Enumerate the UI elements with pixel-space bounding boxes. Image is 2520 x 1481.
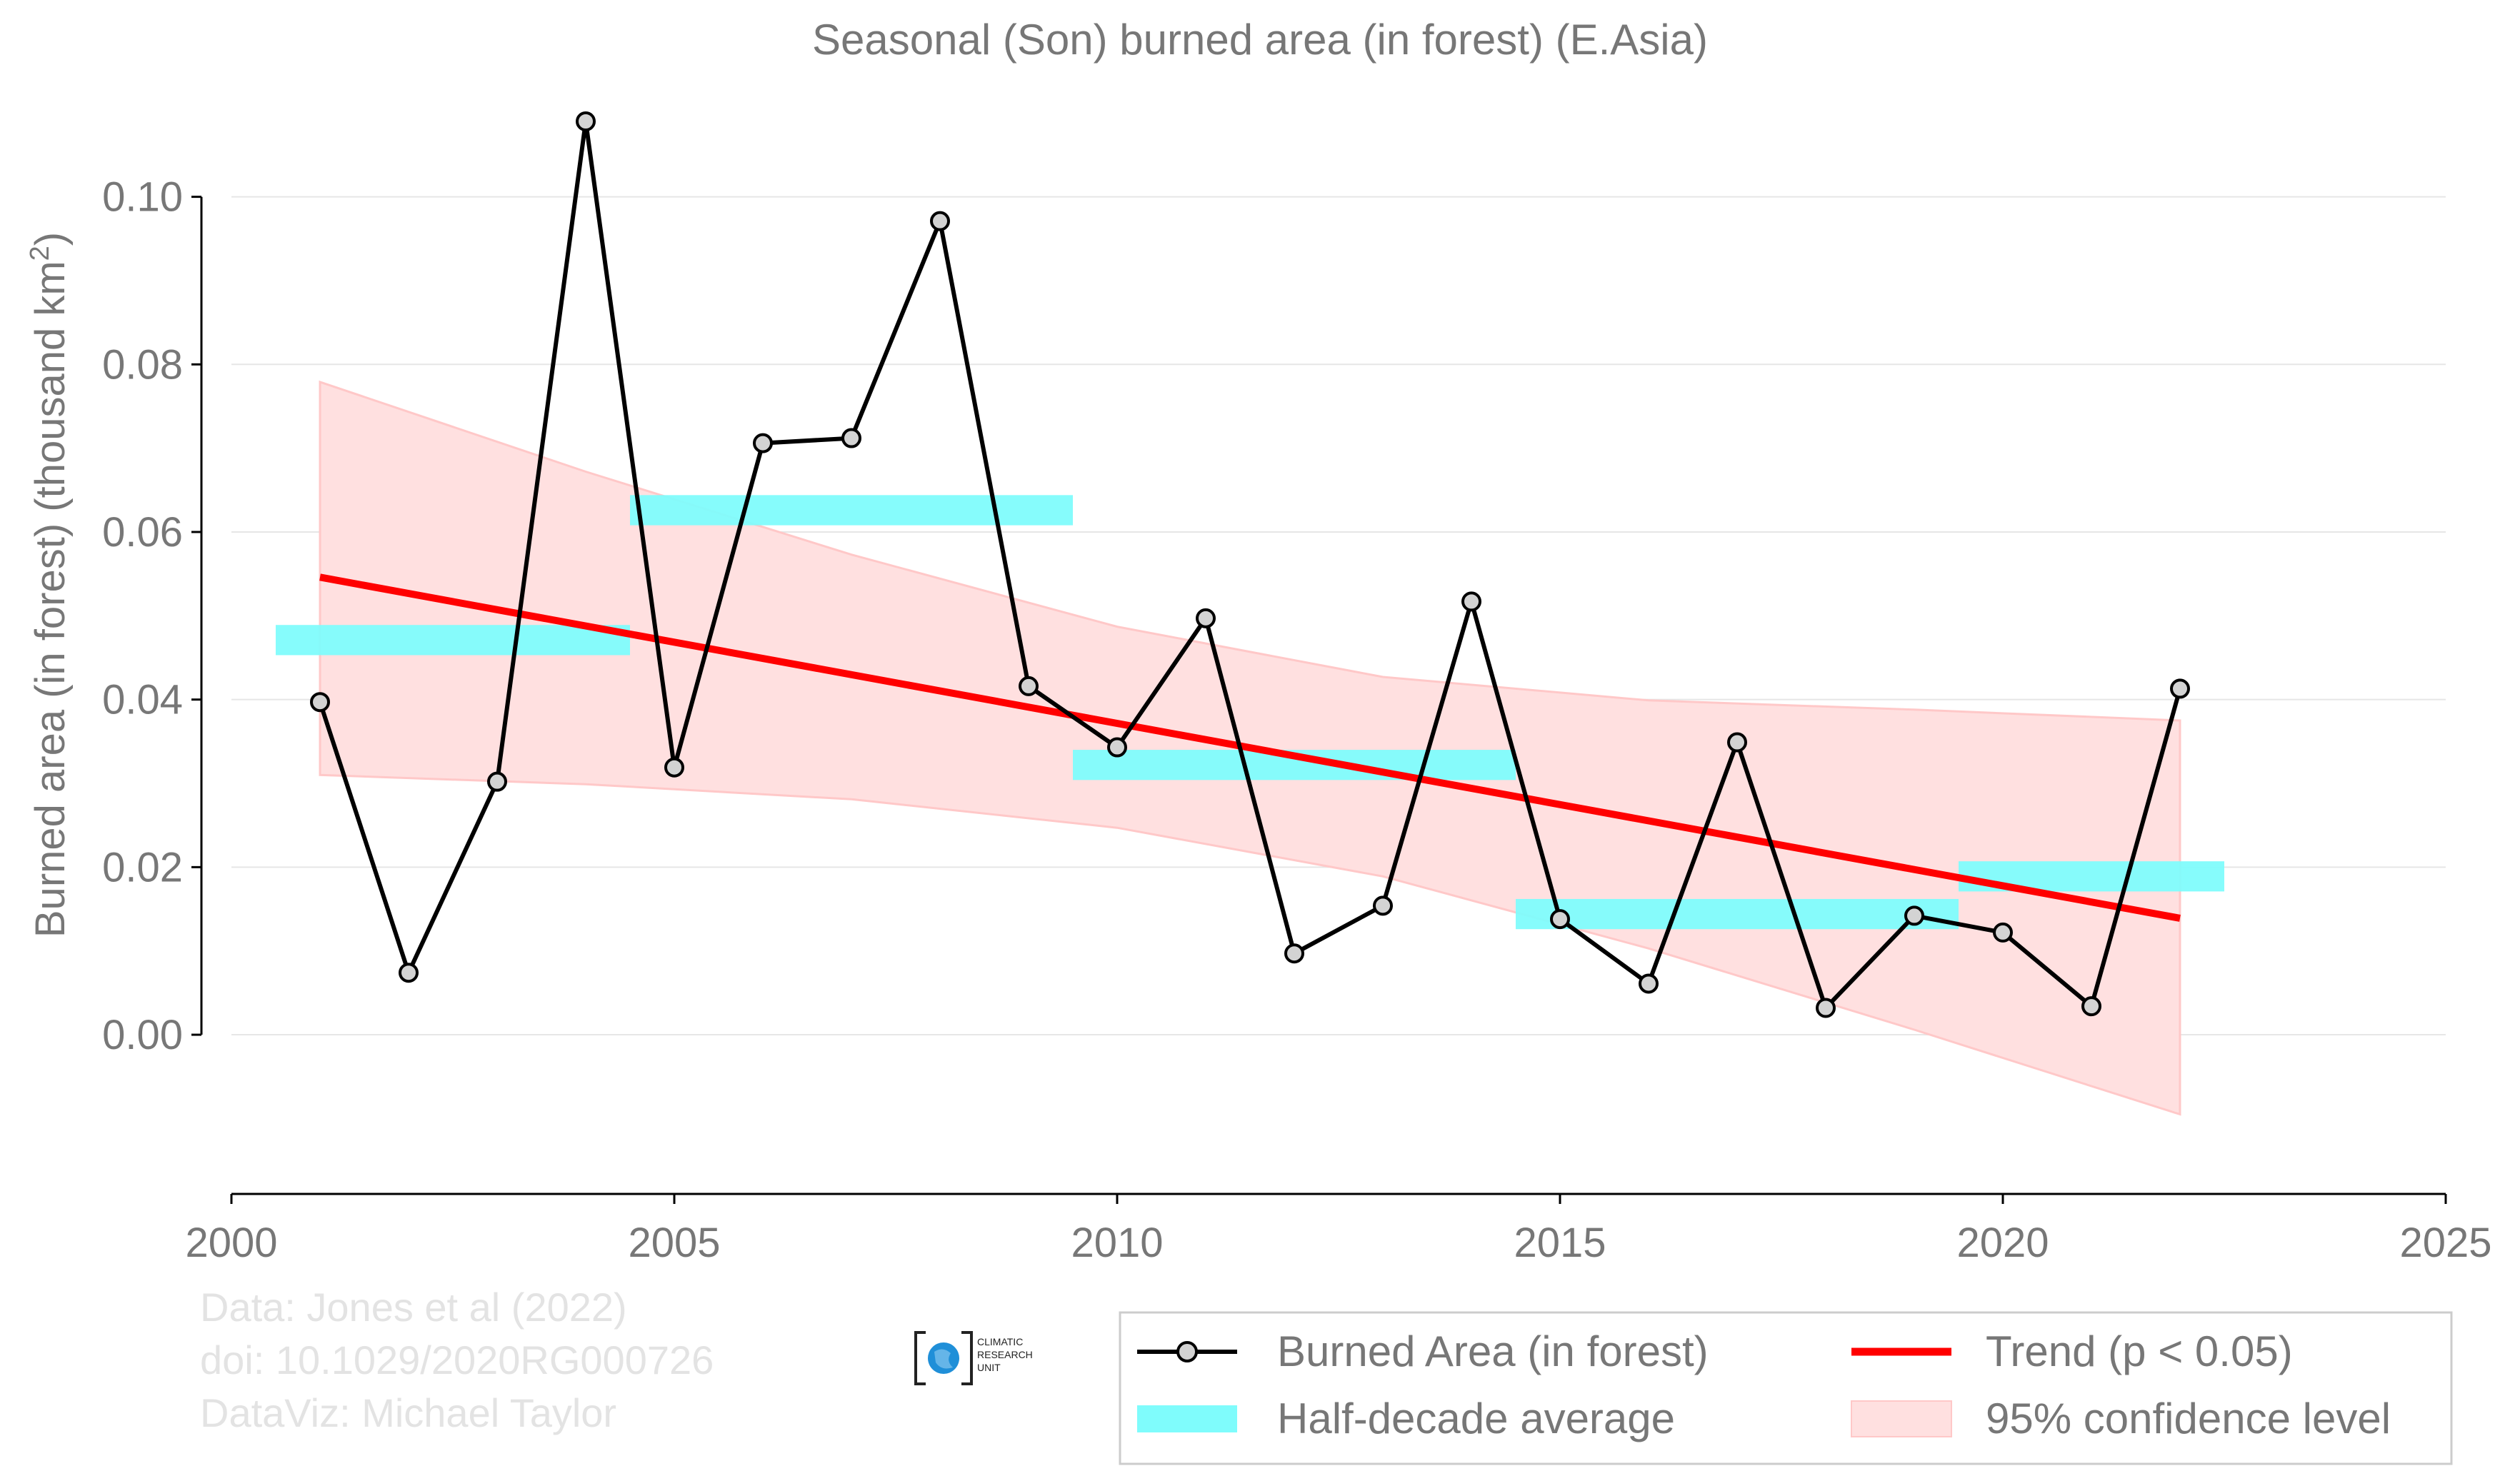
data-point-2019 [1904,905,1924,926]
y-axis-label-superscript: 2 [25,246,55,261]
cru-logo: CLIMATIC RESEARCH UNIT [914,1331,1033,1385]
data-point-2002 [399,963,419,983]
trend-layer [319,573,2181,922]
credits: Data: Jones et al (2022) doi: 10.1029/20… [200,1285,714,1435]
half-decade-bar-3 [1516,898,1959,930]
data-point-2013 [1373,895,1393,916]
logo-text-climatic: CLIMATIC [977,1336,1023,1347]
chart-title: Seasonal (Son) burned area (in forest) (… [812,16,1708,64]
data-point-2021 [2081,996,2101,1017]
credit-dataviz: DataViz: Michael Taylor [200,1390,616,1435]
y-axis-label: Burned area (in forest) (thousand km2) [25,232,74,938]
data-point-2014 [1461,591,1481,612]
x-tick-label-2020: 2020 [1956,1220,2049,1266]
y-tick-label-3: 0.06 [102,509,183,556]
data-point-2009 [1019,676,1039,696]
y-tick-label-1: 0.02 [102,844,183,890]
legend-label-trend: Trend (p < 0.05) [1986,1327,2293,1375]
y-tick-label-5: 0.10 [102,174,183,221]
x-tick-label-2000: 2000 [185,1220,277,1266]
y-tick-label-4: 0.08 [102,341,183,388]
globe-icon-land [934,1349,953,1369]
data-point-2022 [2170,678,2190,699]
legend-swatch-series-marker [1176,1341,1198,1362]
legend-label-half-decade: Half-decade average [1277,1395,1675,1442]
legend-swatch-half-decade [1137,1405,1237,1432]
x-tick-label-2005: 2005 [628,1220,720,1266]
y-axis-label-suffix: ) [27,232,74,246]
half-decade-bar-0 [276,625,630,656]
legend-swatch-confidence [1851,1400,1952,1437]
logo-bracket-left [914,1331,926,1385]
data-point-2012 [1284,943,1304,964]
data-point-2011 [1196,608,1216,628]
x-tick-label-2010: 2010 [1071,1220,1163,1266]
data-point-2017 [1727,732,1747,753]
data-point-2006 [753,433,773,453]
series-line [318,119,2182,1010]
legend-box [1119,1311,2453,1465]
data-point-2003 [487,771,507,792]
legend-label-series: Burned Area (in forest) [1277,1327,1709,1375]
x-tick-label-2015: 2015 [1514,1220,1606,1266]
credit-data-source: Data: Jones et al (2022) [200,1285,627,1330]
data-point-2010 [1107,737,1127,758]
series-layer [310,111,2190,1018]
data-point-2020 [1993,922,2013,943]
data-point-2015 [1550,909,1570,930]
logo-bracket-right [961,1331,973,1385]
y-axis-label-main: Burned area (in forest) (thousand km [27,261,74,938]
data-point-2001 [310,692,330,713]
logo-text-unit: UNIT [977,1362,1001,1373]
data-point-2018 [1816,998,1836,1018]
y-tick-label-0: 0.00 [102,1012,183,1058]
legend-label-confidence: 95% confidence level [1986,1395,2391,1442]
half-decade-bar-1 [630,495,1073,526]
axes [191,196,2447,1204]
data-point-2007 [841,428,861,448]
x-tick-label-2025: 2025 [2399,1220,2491,1266]
data-point-2008 [930,211,950,231]
tick-labels: 2000 2005 2010 2015 2020 2025 0.00 0.02 0.04 0.06… [102,174,2491,1266]
legend: Burned Area (in forest) Trend (p < 0.05)… [1119,1311,2453,1465]
data-point-2004 [576,111,596,131]
logo-text-research: RESEARCH [977,1349,1033,1360]
trend-line [319,573,2181,922]
data-point-2005 [664,757,684,778]
data-point-2016 [1639,973,1659,994]
credit-doi: doi: 10.1029/2020RG000726 [200,1337,714,1382]
y-tick-label-2: 0.04 [102,677,183,723]
